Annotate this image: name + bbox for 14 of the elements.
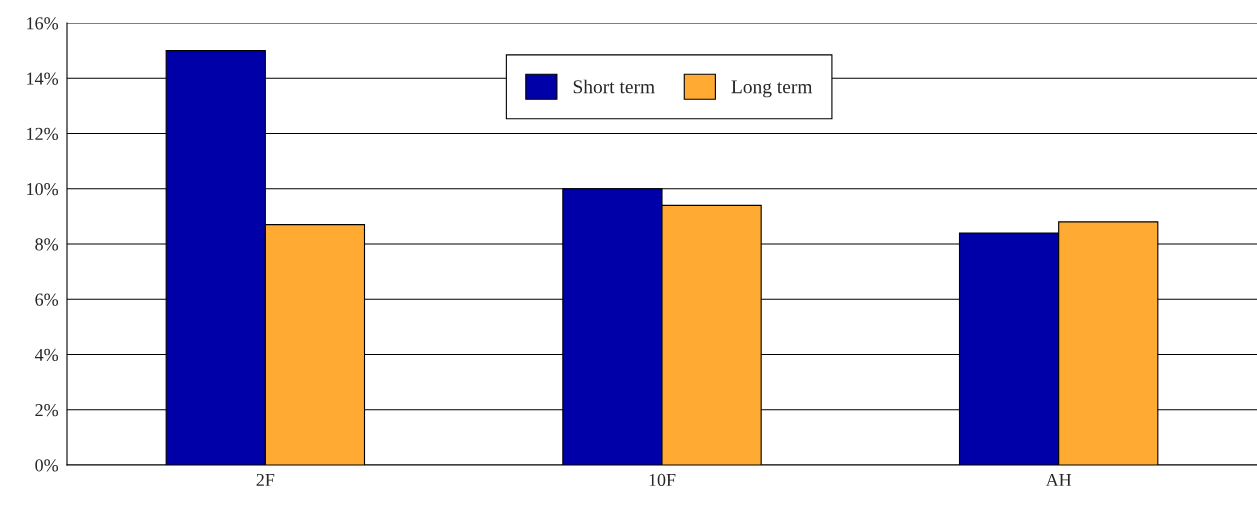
y-tick-label: 2% — [35, 404, 59, 417]
y-tick-label: 0% — [35, 459, 59, 472]
x-tick-label: AH — [1045, 473, 1072, 486]
x-tick-label: 2F — [256, 473, 275, 486]
y-tick-label: 6% — [35, 293, 59, 306]
legend-label: Long term — [731, 80, 813, 98]
y-tick-label: 12% — [27, 127, 59, 140]
y-tick-label: 4% — [34, 348, 59, 361]
x-tick-label: 10F — [649, 473, 676, 487]
y-tick-label: 10% — [27, 183, 59, 196]
y-tick-label: 16% — [27, 17, 59, 30]
y-tick-label: 14% — [27, 72, 59, 85]
legend-label: Short term — [573, 79, 655, 94]
y-tick-label: 8% — [35, 238, 59, 251]
